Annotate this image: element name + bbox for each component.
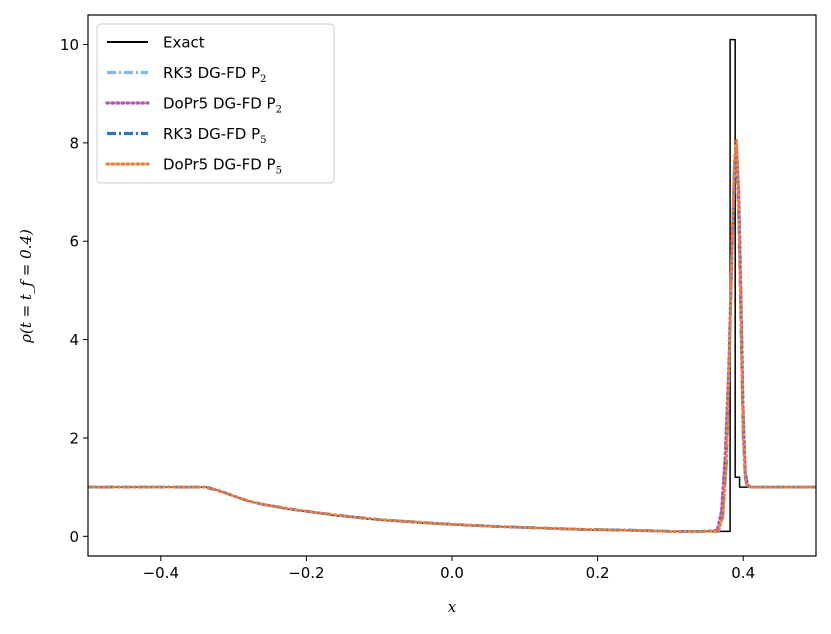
legend-frame bbox=[96, 23, 335, 184]
x-axis-label: x bbox=[448, 598, 457, 616]
y-tick-label: 4 bbox=[69, 331, 79, 349]
legend-label-0: Exact bbox=[163, 34, 205, 52]
y-axis-label: ρ(t = t_f = 0.4) bbox=[17, 229, 35, 344]
x-tick-label: 0.0 bbox=[440, 564, 464, 582]
y-tick-label: 2 bbox=[69, 429, 79, 447]
legend: Exact RK3 DG-FD P2 DoPr5 DG-FD P2 RK3 DG-FD… bbox=[96, 23, 335, 184]
legend-label-2: DoPr5 DG-FD P2 bbox=[163, 95, 282, 116]
series-layer bbox=[88, 38, 816, 533]
x-tick-label: 0.4 bbox=[731, 564, 755, 582]
legend-label-1: RK3 DG-FD P2 bbox=[163, 64, 267, 85]
legend-label-3: RK3 DG-FD P5 bbox=[163, 125, 267, 146]
x-tick-label: −0.2 bbox=[288, 564, 324, 582]
x-tick-label: 0.2 bbox=[586, 564, 610, 582]
ticks-layer: −0.4 −0.2 0.0 0.2 0.4 0 2 4 6 8 10 bbox=[60, 36, 755, 582]
legend-label-4: DoPr5 DG-FD P5 bbox=[163, 156, 282, 177]
y-tick-label: 0 bbox=[69, 528, 79, 546]
series-line-1 bbox=[88, 146, 816, 533]
series-line-2 bbox=[88, 146, 816, 533]
series-line-4 bbox=[88, 139, 816, 533]
y-tick-label: 10 bbox=[60, 36, 79, 54]
y-tick-label: 6 bbox=[69, 233, 79, 251]
y-tick-label: 8 bbox=[69, 134, 79, 152]
series-line-3 bbox=[88, 151, 816, 533]
x-tick-label: −0.4 bbox=[143, 564, 179, 582]
